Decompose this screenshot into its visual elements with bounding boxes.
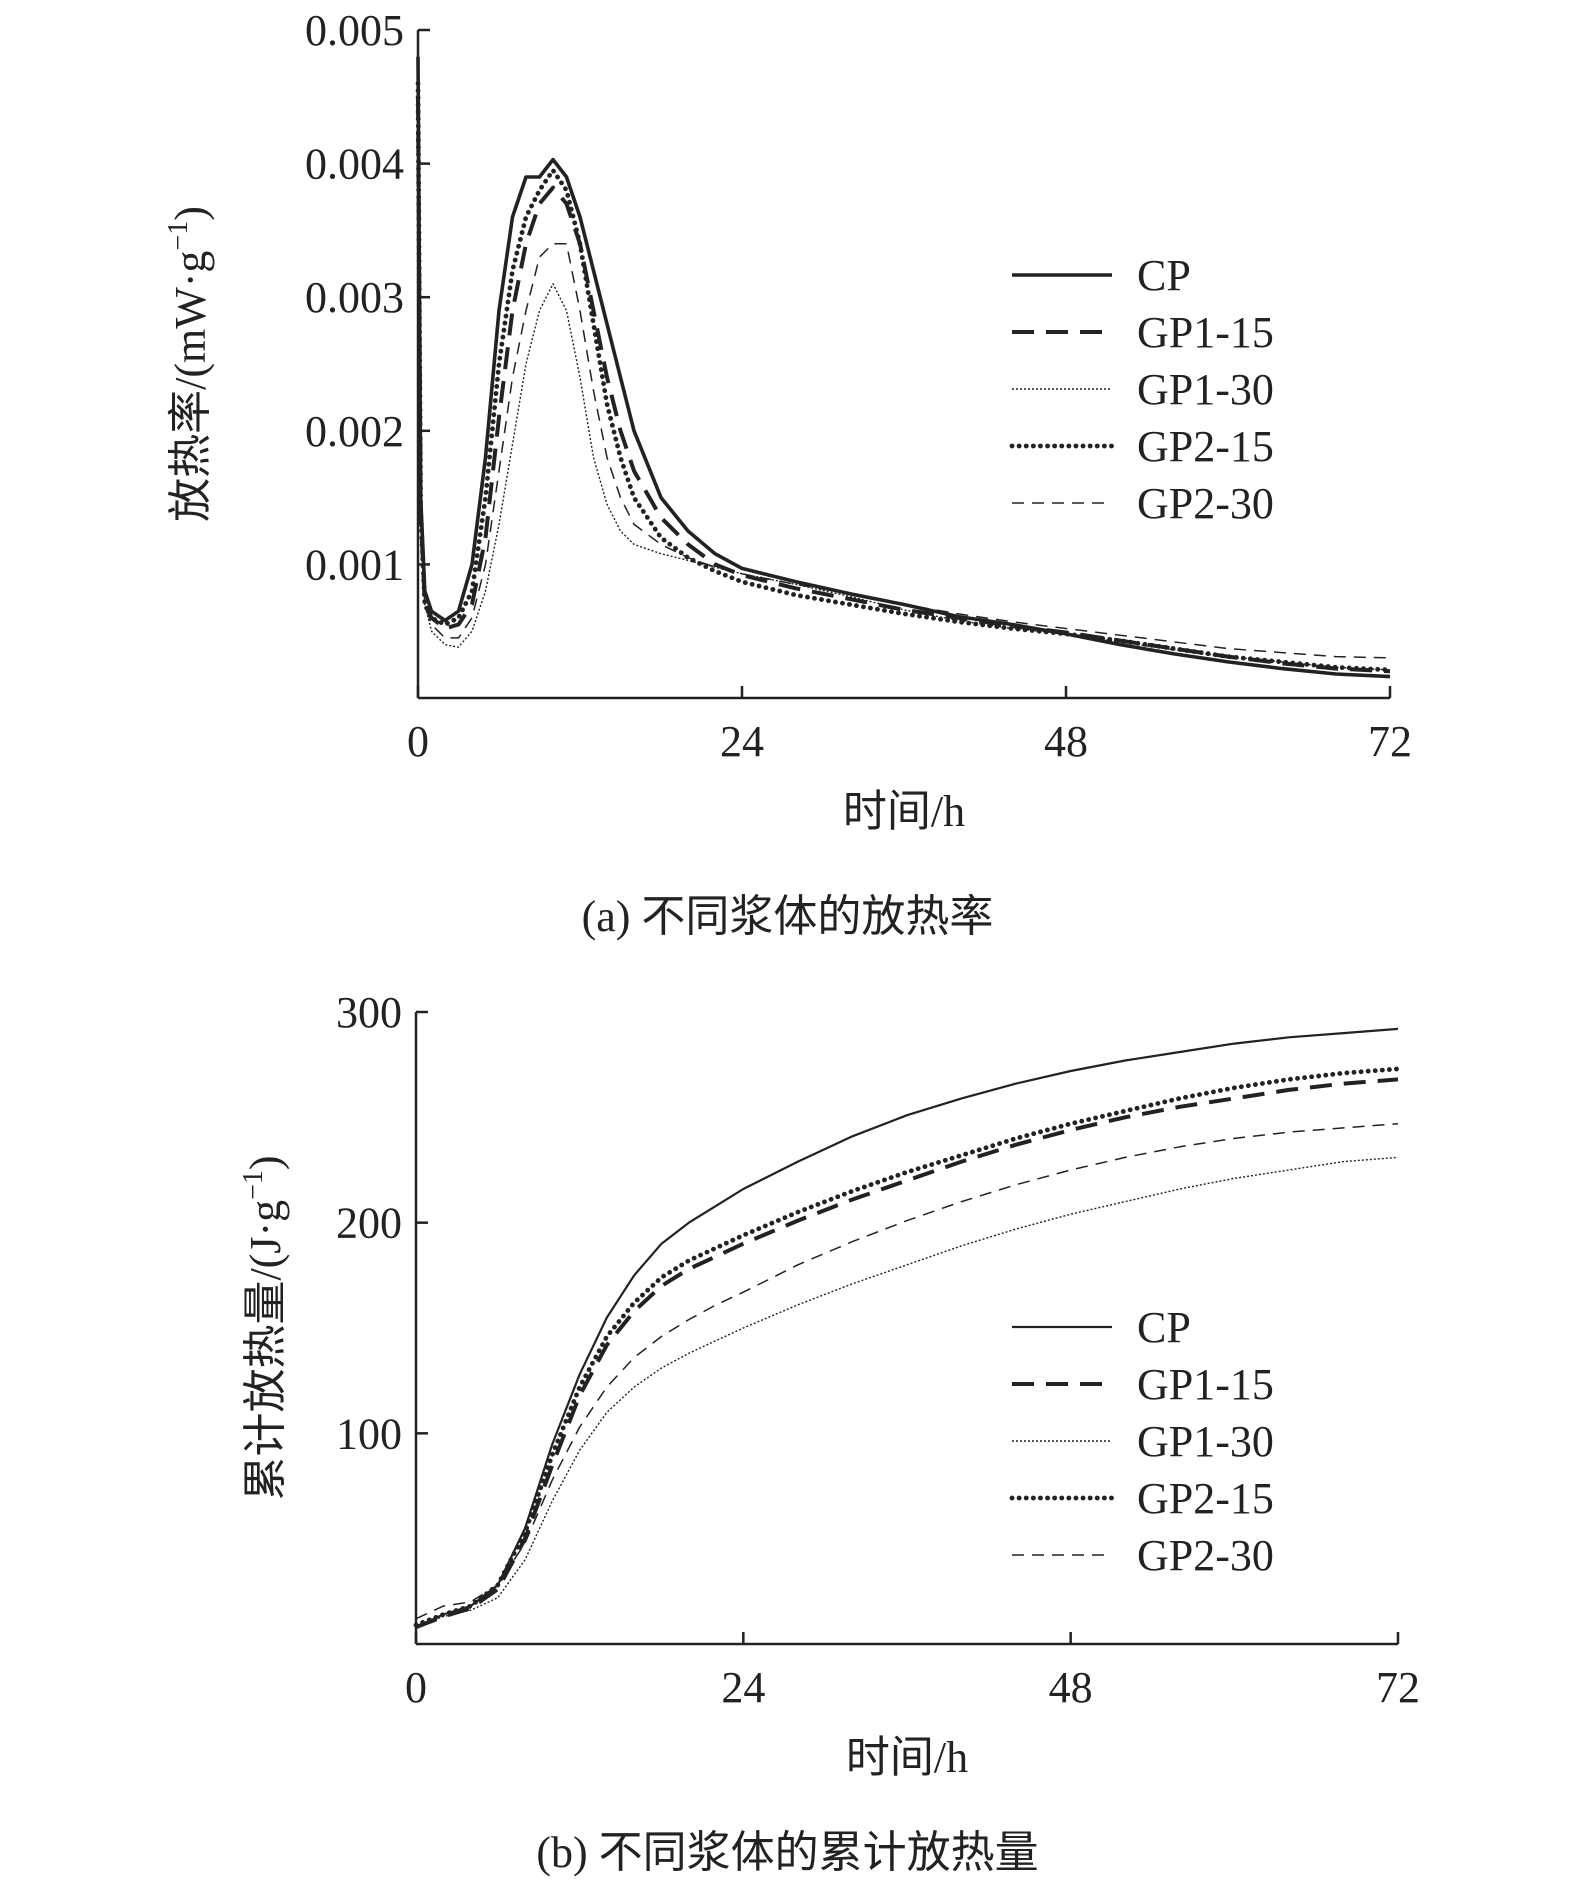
y-tick-label: 0.001 — [305, 540, 404, 589]
series-line-gp2-30 — [415, 1122, 1399, 1620]
heat-flow-rate-chart: 0 24 48 72 0.001 0.002 0.003 0.004 0.005 时间/h 放热率/… — [163, 6, 1412, 836]
series-line-gp1-30 — [417, 123, 1391, 671]
y-axis-label-close: ) — [166, 206, 215, 221]
series-line-gp2-15 — [415, 81, 1393, 673]
legend-label-cp: CP — [1137, 1303, 1191, 1352]
series-line-gp2-15 — [413, 1066, 1401, 1628]
y-axis-label: 累计放热量/(J·g−1) — [238, 1155, 290, 1500]
chart-caption-b: (b) 不同浆体的累计放热量 — [536, 1828, 1039, 1877]
legend-label-gp1-30: GP1-30 — [1137, 365, 1274, 414]
x-tick-label: 48 — [1049, 1663, 1093, 1712]
legend-label-gp1-30: GP1-30 — [1137, 1417, 1274, 1466]
y-axis-label-close: ) — [241, 1155, 290, 1170]
legend-label-gp2-30: GP2-30 — [1137, 1531, 1274, 1580]
y-axis-label-sup: −1 — [238, 1170, 269, 1200]
y-tick-label: 0.003 — [305, 273, 404, 322]
series-line-gp2-30 — [417, 110, 1391, 659]
x-tick-label: 0 — [407, 717, 429, 766]
y-tick-label: 0.004 — [305, 140, 404, 189]
x-tick-label: 24 — [720, 717, 764, 766]
y-tick-label: 0.002 — [305, 407, 404, 456]
y-axis-label-main: 累计放热量/(J·g — [241, 1200, 290, 1501]
legend-label-gp1-15: GP1-15 — [1137, 308, 1274, 357]
series-line-gp1-30 — [415, 1156, 1399, 1628]
legend-label-cp: CP — [1137, 251, 1191, 300]
x-tick-label: 72 — [1376, 1663, 1420, 1712]
y-tick-label: 300 — [336, 988, 402, 1037]
x-tick-label: 24 — [721, 1663, 765, 1712]
series-line-gp1-15 — [415, 1077, 1399, 1629]
series-line-cp — [416, 56, 1391, 679]
x-tick-label: 48 — [1044, 717, 1088, 766]
y-tick-label: 200 — [336, 1199, 402, 1248]
y-axis-label-sup: −1 — [163, 221, 194, 251]
y-tick-label: 100 — [336, 1409, 402, 1458]
y-tick-label: 0.005 — [305, 6, 404, 55]
x-tick-label: 72 — [1368, 717, 1412, 766]
legend-label-gp2-30: GP2-30 — [1137, 479, 1274, 528]
series-line-gp1-15 — [416, 96, 1391, 674]
y-axis-label-main: 放热率/(mW·g — [166, 251, 215, 522]
y-axis-label: 放热率/(mW·g−1) — [163, 206, 215, 522]
x-axis-label: 时间/h — [846, 1733, 968, 1782]
x-axis-label: 时间/h — [843, 787, 965, 836]
legend-label-gp2-15: GP2-15 — [1137, 1474, 1274, 1523]
x-tick-label: 0 — [405, 1663, 427, 1712]
chart-caption-a: (a) 不同浆体的放热率 — [581, 892, 994, 941]
chart-panel-a: 0 24 48 72 0.001 0.002 0.003 0.004 0.005 时间/h 放热率/… — [0, 0, 1575, 941]
chart-panel-b: 0 24 48 72 100 200 300 时间/h 累计放热量/(J·g−1) CP GP1-1… — [0, 960, 1575, 1890]
legend-label-gp1-15: GP1-15 — [1137, 1360, 1274, 1409]
legend-label-gp2-15: GP2-15 — [1137, 422, 1274, 471]
cumulative-heat-chart: 0 24 48 72 100 200 300 时间/h 累计放热量/(J·g−1) CP GP1-1… — [238, 988, 1420, 1782]
